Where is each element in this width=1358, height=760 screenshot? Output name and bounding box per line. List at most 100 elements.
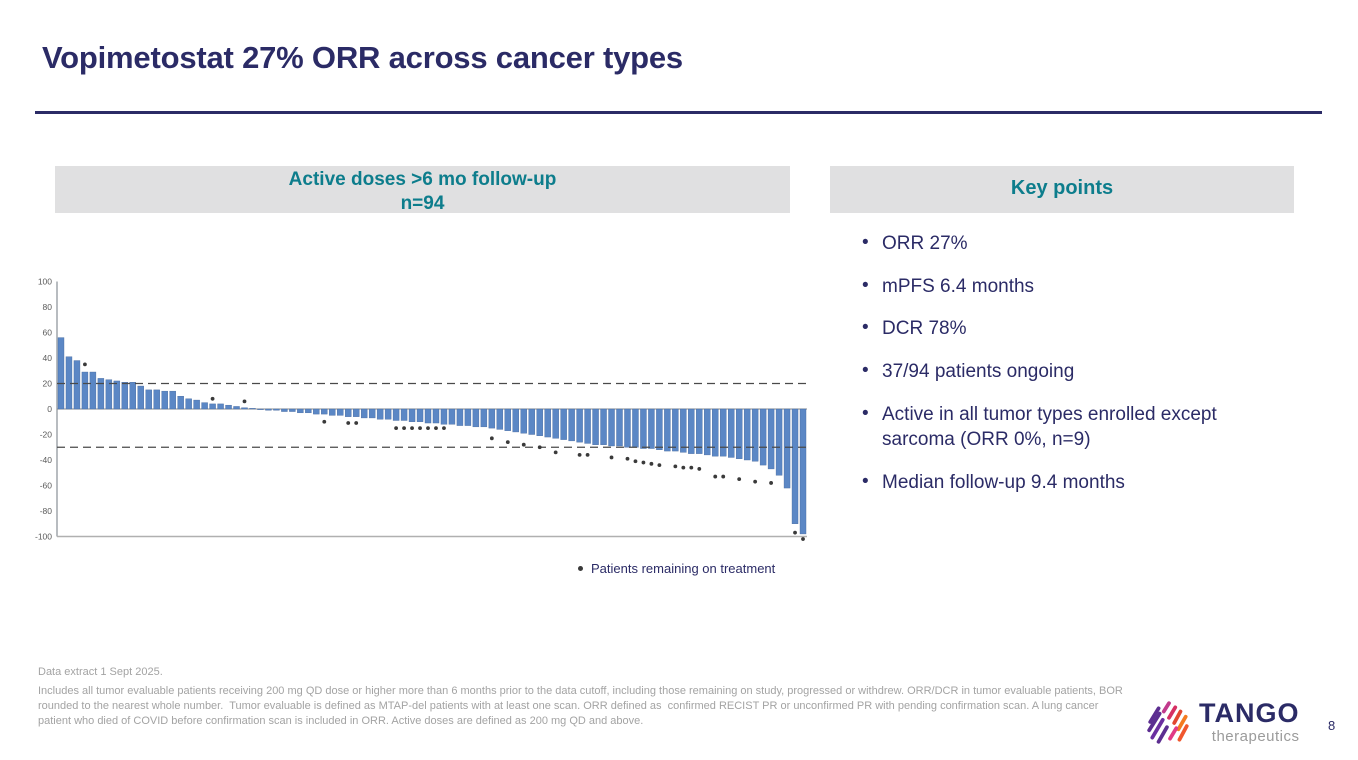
ongoing-marker-dot [537,445,542,450]
patient-bar [408,408,416,422]
patient-bar [640,408,647,449]
patient-bar [696,408,703,454]
logo-sub: therapeutics [1211,728,1300,745]
patient-bar [560,408,567,440]
patient-bar [145,389,152,410]
ongoing-marker-dot [322,419,327,424]
y-tick-label: 100 [38,277,52,287]
ongoing-marker-dot [489,436,494,441]
ongoing-marker-dot [210,396,215,401]
patient-bar [648,408,655,449]
footnote-data-extract: Data extract 1 Sept 2025. [38,666,163,678]
patient-bar [440,408,448,425]
patient-bar [392,408,400,421]
patient-bar [743,408,751,461]
key-point-ongoing: 37/94 patients ongoing [858,358,1243,385]
chart-header-line1: Active doses >6 mo follow-up [288,169,557,190]
patient-bar [289,408,296,412]
ongoing-marker-dot [713,474,718,479]
ongoing-marker-dot [689,465,694,470]
patient-bar [448,408,456,425]
patient-bar [257,408,264,410]
patient-bar [728,408,735,458]
patient-bar [672,408,679,452]
patient-bar [113,380,121,410]
ongoing-marker-dot [585,453,590,457]
patient-bar [520,408,527,434]
y-tick-label: 80 [43,302,53,312]
patient-bar [616,408,623,447]
patient-bar [201,402,208,410]
patient-bar [456,408,464,426]
key-points-header: Key points [830,166,1294,213]
patient-bar [576,408,583,443]
tango-logo-text: TANGO therapeutics [1199,700,1300,745]
key-points-list: ORR 27% mPFS 6.4 months DCR 78% 37/94 pa… [858,230,1243,512]
ongoing-marker-dot [609,455,614,460]
page-title: Vopimetostat 27% ORR across cancer types [42,40,683,75]
patient-bar [217,403,224,410]
ongoing-marker-dot [426,426,430,431]
page-number: 8 [1328,718,1336,733]
patient-bar [416,408,424,422]
key-point-orr: ORR 27% [858,230,1243,257]
patient-bar [368,408,376,419]
patient-bar [624,408,631,448]
patient-bar [584,408,591,444]
patient-bar [129,382,136,410]
patient-bar [568,408,575,442]
patient-bar [688,408,695,454]
ongoing-marker-dot [521,442,526,447]
patient-bar [241,407,248,410]
patient-bar [97,378,105,410]
patient-bar [209,403,216,410]
patient-bar [712,408,719,457]
ongoing-marker-dot [633,459,638,464]
patient-bar [73,360,81,410]
patient-bar [544,408,551,438]
title-divider [35,111,1322,114]
ongoing-marker-dot [505,440,510,445]
patient-bar [783,408,791,489]
ongoing-marker-dot [242,399,247,404]
patient-bar [249,408,256,410]
patient-bar [512,408,519,433]
y-tick-label: -80 [40,506,53,516]
patient-bar [273,408,280,411]
patient-bar [680,408,687,453]
patient-bar [704,408,711,456]
patient-bar [424,408,432,424]
patient-bar [608,408,615,447]
tango-logo: TANGO therapeutics [1145,700,1300,746]
y-tick-label: 20 [43,379,53,389]
legend-dot-icon [578,566,583,571]
patient-bar [376,408,384,420]
patient-bar [345,408,352,417]
patient-bar [528,408,535,435]
key-point-mpfs: mPFS 6.4 months [858,273,1243,300]
patient-bar [360,408,368,419]
chart-legend: Patients remaining on treatment [578,561,775,576]
patient-bar [265,408,272,411]
ongoing-marker-dot [625,456,630,461]
patient-bar [233,406,240,410]
patient-bar [664,408,671,452]
ongoing-marker-dot [657,463,662,467]
y-tick-label: -40 [40,455,53,465]
ongoing-marker-dot [410,426,414,431]
patient-bar [775,408,783,476]
patient-bar [552,408,559,439]
patient-bar [600,408,607,445]
chart-panel-header: Active doses >6 mo follow-up n=94 [55,166,790,214]
patient-bar [177,396,184,410]
patient-bar [313,408,320,415]
key-point-followup: Median follow-up 9.4 months [858,469,1243,496]
y-tick-label: -20 [40,430,53,440]
patient-bar [464,408,472,426]
patient-bar [536,408,543,436]
ongoing-marker-dot [673,464,678,469]
patient-bar [735,408,743,459]
patient-bar [185,398,192,410]
patient-bar [496,408,504,430]
